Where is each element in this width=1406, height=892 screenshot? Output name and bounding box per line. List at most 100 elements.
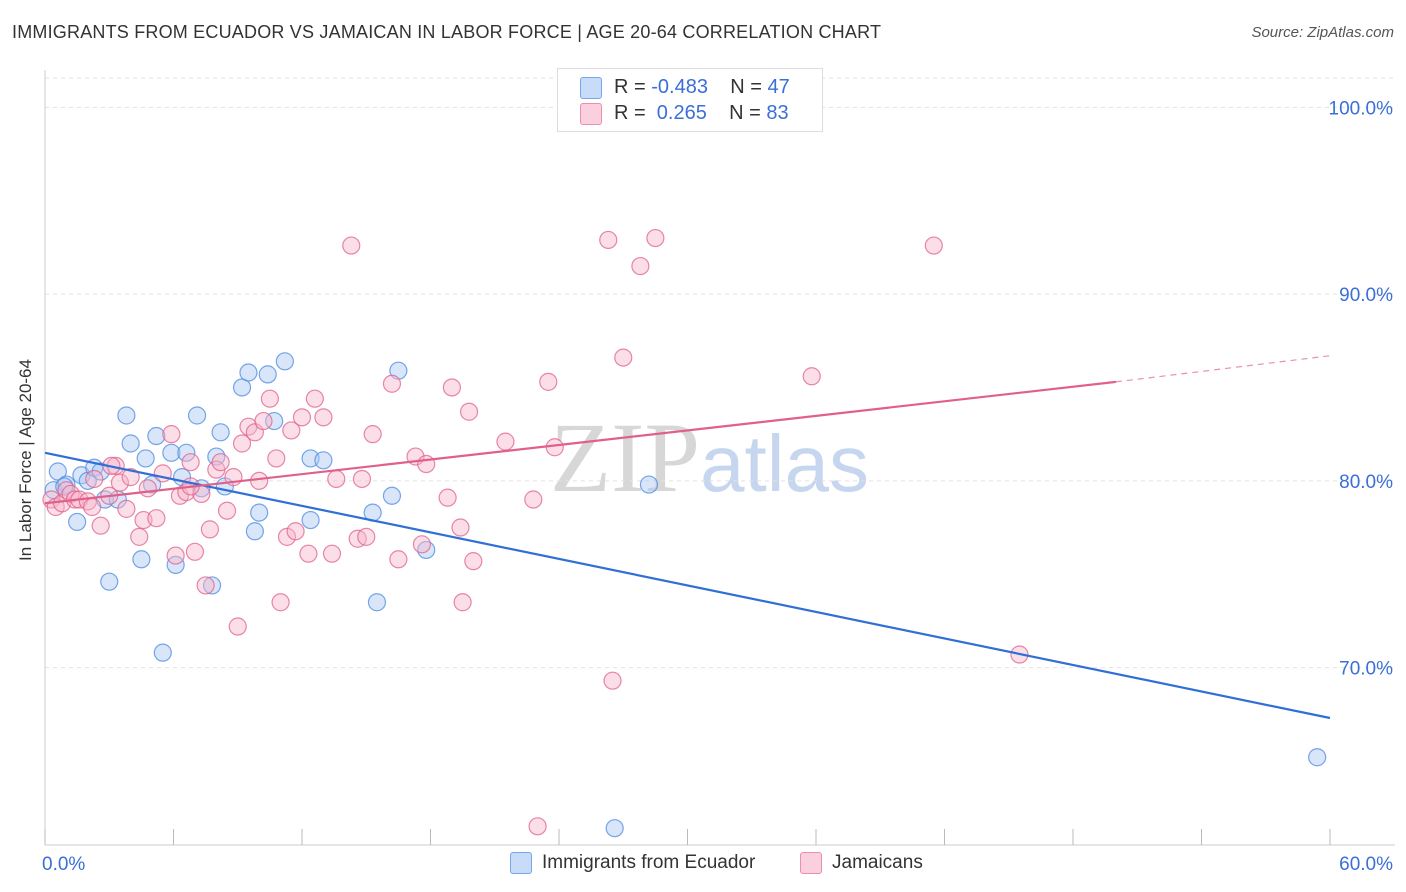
data-point-jamaicans (389, 550, 408, 569)
data-point-jamaicans (599, 230, 618, 250)
data-point-ecuador (1308, 748, 1327, 767)
legend-n-label: N = (729, 102, 767, 124)
data-point-ecuador (153, 643, 172, 662)
data-point-jamaicans (286, 522, 305, 541)
data-point-jamaicans (322, 544, 342, 563)
y-tick-label: 80.0% (1339, 472, 1393, 493)
data-point-ecuador (100, 572, 119, 591)
data-point-jamaicans (260, 389, 279, 408)
legend-r-value: 0.265 (651, 102, 707, 124)
data-point-jamaicans (117, 499, 136, 518)
data-point-jamaicans (196, 576, 215, 595)
data-point-jamaicans (232, 434, 252, 453)
x-tick-label: 0.0% (42, 854, 85, 875)
data-point-jamaicans (250, 471, 269, 490)
data-point-jamaicans (438, 488, 457, 507)
data-point-ecuador (239, 363, 258, 382)
data-point-ecuador (301, 510, 320, 530)
data-point-jamaicans (363, 425, 382, 444)
data-point-jamaicans (614, 348, 633, 367)
legend-row-jamaicans: R = 0.265 N = 83 (580, 102, 789, 126)
legend-row-ecuador: R = -0.483 N = 47 (580, 76, 790, 100)
data-point-jamaicans (147, 509, 166, 528)
data-point-jamaicans (524, 490, 543, 509)
data-point-jamaicans (121, 468, 140, 487)
data-point-jamaicans (85, 469, 104, 489)
data-point-ecuador (187, 406, 207, 425)
data-point-jamaicans (181, 453, 200, 472)
legend-r-label: R = (614, 76, 652, 98)
legend-n-label: N = (730, 76, 768, 98)
data-point-jamaicans (138, 479, 157, 498)
data-point-ecuador (245, 522, 264, 541)
bottom-legend-label-ecuador: Immigrants from Ecuador (542, 852, 756, 874)
data-point-ecuador (136, 449, 155, 468)
data-point-jamaicans (211, 453, 230, 472)
bottom-legend-label-jamaicans: Jamaicans (832, 852, 923, 874)
data-point-jamaicans (382, 374, 402, 393)
data-point-jamaicans (162, 425, 181, 444)
data-point-ecuador (147, 426, 166, 446)
data-point-ecuador (68, 512, 87, 532)
data-point-jamaicans (539, 372, 558, 391)
data-point-jamaicans (110, 473, 130, 492)
legend-n-value: 83 (766, 102, 789, 124)
data-point-jamaicans (228, 617, 247, 636)
data-point-jamaicans (327, 469, 346, 489)
data-point-jamaicans (496, 432, 515, 451)
data-point-jamaicans (357, 527, 376, 546)
data-point-jamaicans (453, 593, 472, 612)
y-axis-label: In Labor Force | Age 20-64 (16, 359, 35, 561)
legend-r-label: R = (614, 102, 652, 124)
watermark-atlas: atlas (700, 419, 869, 508)
data-point-jamaicans (305, 389, 324, 408)
data-point-jamaicans (924, 236, 943, 255)
legend-swatch-ecuador (580, 76, 602, 99)
data-point-jamaicans (528, 817, 547, 836)
watermark-zip: ZIP (550, 402, 700, 513)
data-point-ecuador (162, 443, 181, 462)
data-point-ecuador (121, 434, 140, 453)
y-tick-label: 70.0% (1339, 659, 1393, 680)
data-point-jamaicans (342, 236, 361, 255)
correlation-legend: R = -0.483 N = 47 R = 0.265 N = 83 (557, 68, 823, 132)
data-point-jamaicans (254, 411, 273, 431)
data-point-ecuador (177, 443, 196, 462)
data-point-jamaicans (417, 454, 436, 474)
data-point-jamaicans (200, 520, 220, 539)
data-point-ecuador (275, 352, 294, 371)
data-point-jamaicans (802, 367, 821, 386)
data-point-ecuador (265, 411, 284, 431)
legend-n-value: 47 (767, 76, 790, 98)
bottom-legend-swatch-ecuador (510, 852, 532, 874)
trend-line-ecuador (44, 451, 1331, 720)
data-point-jamaicans (83, 497, 102, 517)
data-point-ecuador (132, 550, 151, 569)
data-point-jamaicans (217, 501, 237, 520)
data-point-ecuador (117, 406, 136, 425)
data-point-jamaicans (282, 421, 301, 440)
data-point-jamaicans (130, 527, 149, 546)
watermark: ZIPatlas (550, 400, 869, 515)
bottom-legend-ecuador: Immigrants from Ecuador (510, 852, 755, 874)
chart-title: IMMIGRANTS FROM ECUADOR VS JAMAICAN IN L… (12, 22, 882, 42)
legend-swatch-jamaicans (580, 102, 602, 125)
data-point-jamaicans (646, 228, 665, 248)
data-point-jamaicans (292, 408, 312, 427)
data-point-ecuador (605, 819, 624, 838)
data-point-jamaicans (352, 469, 372, 489)
data-point-ecuador (314, 451, 333, 470)
source-label: Source: ZipAtlas.com (1251, 24, 1394, 41)
x-tick-label: 60.0% (1339, 854, 1393, 875)
data-point-jamaicans (271, 593, 290, 612)
data-point-jamaicans (603, 671, 622, 690)
trend-line-jamaicans (44, 380, 1116, 505)
data-point-jamaicans (442, 378, 462, 397)
data-point-jamaicans (91, 516, 110, 535)
data-point-ecuador (367, 593, 387, 612)
data-point-jamaicans (631, 256, 650, 276)
bottom-legend-swatch-jamaicans (800, 852, 822, 874)
data-point-jamaicans (459, 402, 479, 421)
data-point-ecuador (202, 576, 222, 595)
